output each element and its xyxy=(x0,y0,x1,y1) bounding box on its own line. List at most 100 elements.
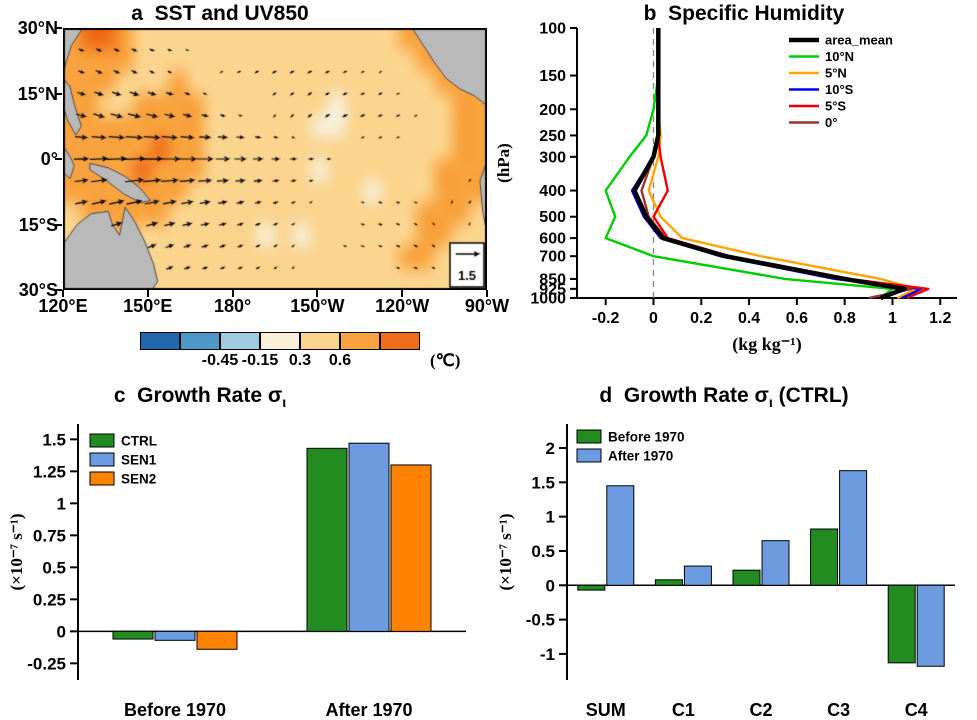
colorbar-tick-label: 0.6 xyxy=(328,352,352,369)
map-x-tick-mark xyxy=(146,290,149,297)
y-tick-label: 0.25 xyxy=(33,590,66,609)
y-tick-label: 850 xyxy=(539,271,566,288)
colorbar-unit-label: (℃) xyxy=(430,351,461,370)
legend-swatch xyxy=(89,452,115,467)
legend-label: 0° xyxy=(825,115,837,130)
bar-After-1970-C1 xyxy=(683,565,712,586)
y-axis-label: (×10⁻⁷ s⁻¹) xyxy=(7,513,26,590)
legend-swatch xyxy=(576,429,602,444)
series-line-0° xyxy=(640,28,913,300)
map-y-tick-mark xyxy=(55,92,62,95)
y-tick-label: 2 xyxy=(546,439,555,458)
map-y-tick-mark xyxy=(55,289,62,291)
bar-CTRL-After-1970 xyxy=(306,447,348,632)
colorbar-tick-label: -0.45 xyxy=(201,352,239,369)
map-y-tick-mark xyxy=(55,223,62,226)
bar-SEN1-After-1970 xyxy=(348,442,390,632)
y-tick-label: 0 xyxy=(546,576,555,595)
map-y-tick-mark xyxy=(55,158,62,160)
legend-label: 10°N xyxy=(825,49,854,64)
bar-Before-1970-C1 xyxy=(654,579,683,586)
y-tick-label: 150 xyxy=(539,68,566,85)
map-x-tick-label: 120°W xyxy=(375,296,430,316)
x-tick-label: 0.8 xyxy=(834,310,856,327)
y-tick-label: 0.75 xyxy=(33,526,66,545)
map-y-tick-label: 15°N xyxy=(17,83,58,104)
y-tick-label: 200 xyxy=(539,102,566,119)
y-tick-label: 250 xyxy=(539,128,566,145)
x-tick-label: -0.2 xyxy=(592,310,620,327)
legend-label: 5°N xyxy=(825,66,847,81)
y-tick-label: 700 xyxy=(539,249,566,266)
bar-Before-1970-C2 xyxy=(732,569,761,586)
panel-d-title-text: d Growth Rate σ xyxy=(599,384,769,407)
series-line-5°S xyxy=(652,28,930,300)
bar-After-1970-SUM xyxy=(606,485,635,586)
category-label: C1 xyxy=(672,700,695,720)
map-x-tick-mark xyxy=(401,290,404,297)
y-tick-label: 1 xyxy=(57,494,66,513)
y-tick-label: 0 xyxy=(57,622,66,641)
x-tick-label: 1 xyxy=(888,310,897,327)
category-label: C2 xyxy=(749,700,772,720)
legend-label: Before 1970 xyxy=(608,430,685,445)
category-label: After 1970 xyxy=(325,700,412,720)
panel-c-title-subscript: ι xyxy=(282,395,287,412)
bar-Before-1970-C3 xyxy=(810,528,839,586)
panel-d-title: d Growth Rate σι (CTRL) xyxy=(499,384,949,411)
y-tick-label: 1 xyxy=(546,508,555,527)
map-x-tick-mark xyxy=(316,290,319,297)
map-y-tick-label: 15°S xyxy=(18,214,58,235)
y-tick-label: 0.5 xyxy=(531,542,555,561)
panel-c-title: c Growth Rate σι xyxy=(10,384,390,411)
category-label: Before 1970 xyxy=(124,700,226,720)
map-x-tick-label: 90°W xyxy=(464,296,510,316)
y-tick-label: 600 xyxy=(539,231,566,248)
y-tick-label: 1.25 xyxy=(33,462,66,481)
x-axis-label: (kg kg⁻¹) xyxy=(732,334,801,355)
colorbar-cell xyxy=(380,332,420,350)
legend-label: 5°S xyxy=(825,99,846,114)
y-tick-label: 1000 xyxy=(530,291,566,308)
y-tick-label: -0.25 xyxy=(27,654,66,673)
growth-rate-bar-chart: -0.25 0 0.25 0.5 0.75 1 1.25 1.5 Before 1970 Afte… xyxy=(7,424,466,720)
category-label: SUM xyxy=(586,700,626,720)
colorbar-cell xyxy=(340,332,380,350)
legend-swatch xyxy=(89,433,115,448)
y-tick-label: 1.5 xyxy=(531,473,555,492)
map-y-tick-label: 30°N xyxy=(17,18,58,38)
legend-label: SEN1 xyxy=(121,453,157,468)
bar-CTRL-Before-1970 xyxy=(112,630,154,640)
series-line-10°S xyxy=(630,28,923,300)
map-x-tick-label: 180° xyxy=(213,296,252,316)
panel-d-title-subscript: ι xyxy=(768,395,773,412)
series-line-5°N xyxy=(647,28,918,300)
map-x-tick-mark xyxy=(231,290,234,297)
x-tick-label: 0.2 xyxy=(690,310,712,327)
colorbar-cell xyxy=(180,332,220,350)
bar-After-1970-C4 xyxy=(916,584,945,667)
panel-b-title: b Specific Humidity xyxy=(643,2,845,25)
legend-label: area_mean xyxy=(825,33,893,48)
y-tick-label: 100 xyxy=(539,21,566,38)
legend-label: After 1970 xyxy=(608,449,673,464)
panel-d-growth-rate-ctrl: d Growth Rate σι (CTRL) -1 -0.5 0 0.5 1 1.5 2 S… xyxy=(489,378,977,720)
y-tick-label: 0.5 xyxy=(42,558,66,577)
y-tick-label: 500 xyxy=(539,209,566,226)
y-axis-label: (×10⁻⁷ s⁻¹) xyxy=(496,513,515,590)
x-tick-label: 0.6 xyxy=(786,310,808,327)
panel-a-sst-uv850: a SST and UV850 120°E 150°E 180° 150°W 120°W… xyxy=(0,0,509,378)
colorbar-tick-label: -0.15 xyxy=(241,352,279,369)
y-tick-label: 925 xyxy=(539,281,566,298)
y-tick-label: 400 xyxy=(539,183,566,200)
bar-Before-1970-C4 xyxy=(887,584,916,664)
panel-c-title-text: c Growth Rate σ xyxy=(113,384,283,407)
series-line-10°N xyxy=(604,28,894,299)
legend-swatch xyxy=(576,448,602,463)
map-x-tick-mark xyxy=(62,290,64,297)
y-tick-label: 300 xyxy=(539,149,566,166)
bar-After-1970-C2 xyxy=(761,540,790,586)
bar-Before-1970-SUM xyxy=(577,584,606,591)
